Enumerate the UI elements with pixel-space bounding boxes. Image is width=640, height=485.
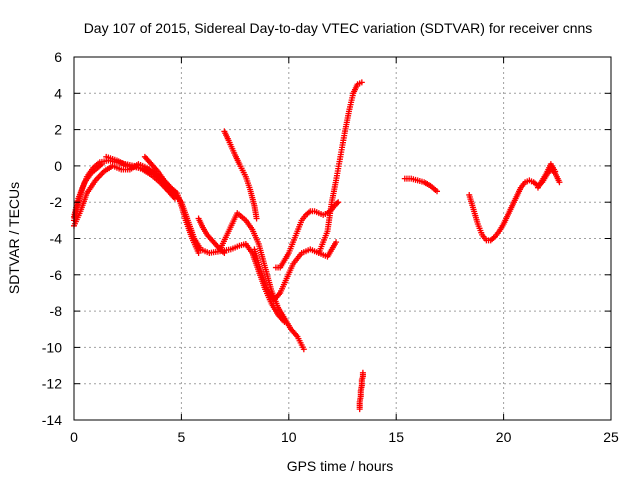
data-point [434, 188, 441, 195]
data-point [253, 215, 260, 222]
x-tick-label: 0 [70, 429, 78, 445]
y-tick-label: 4 [54, 85, 62, 101]
y-tick-label: -10 [42, 339, 62, 355]
data-point [552, 168, 559, 175]
y-tick-label: -14 [42, 412, 62, 428]
series-arc-8 [217, 210, 307, 353]
x-tick-label: 15 [388, 429, 404, 445]
series-arc-14 [466, 166, 563, 244]
data-point [359, 369, 366, 376]
y-tick-label: 2 [54, 122, 62, 138]
series-arc-9 [251, 239, 340, 304]
y-tick-label: -2 [50, 194, 63, 210]
chart-title: Day 107 of 2015, Sidereal Day-to-day VTE… [84, 20, 593, 36]
series-arc-13 [401, 175, 441, 195]
x-tick-label: 20 [496, 429, 512, 445]
series-arc-12 [356, 369, 366, 413]
y-tick-label: -6 [50, 267, 63, 283]
y-tick-label: -12 [42, 376, 62, 392]
series-arc-15 [534, 161, 559, 191]
series-arc-3 [71, 161, 105, 220]
y-tick-label: 6 [54, 49, 62, 65]
data-point [221, 250, 228, 257]
series-arc-7 [221, 128, 260, 222]
y-axis-label: SDTVAR / TECUs [6, 182, 22, 294]
x-tick-label: 5 [178, 429, 186, 445]
data-point [333, 239, 340, 246]
y-tick-label: -4 [50, 231, 63, 247]
x-tick-label: 10 [281, 429, 297, 445]
data-point [335, 199, 342, 206]
grid-lines [74, 57, 611, 420]
x-tick-label: 25 [603, 429, 619, 445]
data-point [195, 250, 202, 257]
y-tick-label: 0 [54, 158, 62, 174]
data-point [98, 161, 105, 168]
series-arc-11 [315, 79, 365, 257]
y-tick-label: -8 [50, 303, 63, 319]
data-point [300, 346, 307, 353]
series-arc-5 [141, 153, 202, 257]
data-point [556, 179, 563, 186]
data-points [71, 79, 563, 413]
x-axis-label: GPS time / hours [287, 458, 394, 474]
axis-ticks: 0 5 10 15 20 25 -14 -12 -10 -8 -6 -4 -2 0 2 4 6 [42, 49, 619, 445]
data-point [334, 200, 341, 207]
data-point [358, 79, 365, 86]
